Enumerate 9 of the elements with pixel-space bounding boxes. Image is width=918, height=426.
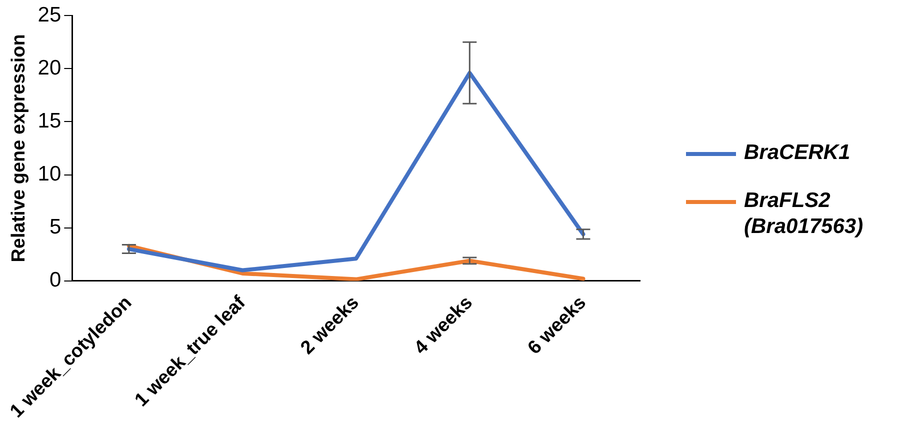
legend-label: BraFLS2 (Bra017563) [744, 188, 864, 240]
y-tick-label: 10 [38, 162, 62, 186]
y-tick-label: 15 [38, 110, 62, 133]
y-axis-title: Relative gene expression [8, 34, 30, 262]
y-tick-label: 5 [49, 216, 62, 239]
y-tick-label: 25 [38, 3, 62, 26]
legend-label: BraCERK1 [744, 140, 852, 166]
y-tick-label: 0 [49, 268, 62, 292]
y-tick-label: 20 [38, 56, 62, 80]
